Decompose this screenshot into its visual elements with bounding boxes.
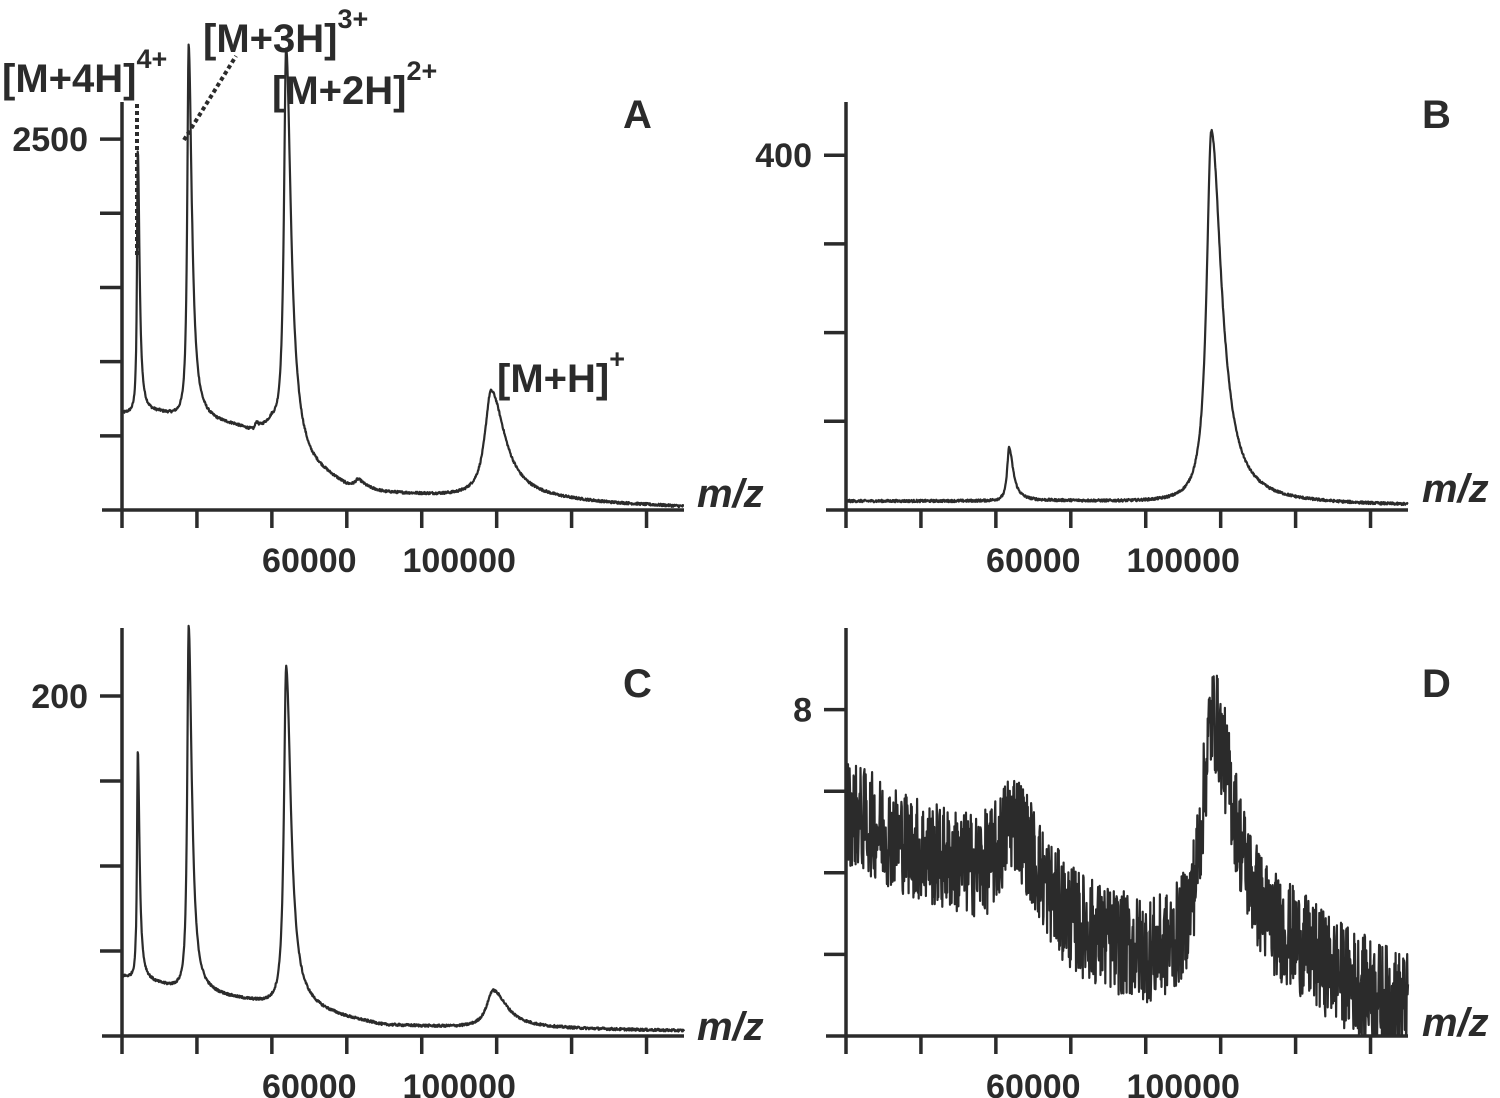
x-tick-label: 100000 — [402, 542, 515, 580]
x-axis-unit: m/z — [697, 1005, 764, 1049]
x-tick-label: 60000 — [262, 542, 357, 580]
panel-label: B — [1422, 93, 1451, 137]
x-tick-label: 100000 — [402, 1068, 515, 1098]
x-tick-label: 100000 — [1126, 542, 1239, 580]
ion-annotation: [M+2H]2+ — [272, 56, 437, 113]
panel-label: A — [623, 93, 652, 137]
spectrum-trace-b — [844, 128, 1409, 507]
x-tick-label: 60000 — [986, 1068, 1081, 1098]
ion-annotation: [M+3H]3+ — [203, 4, 368, 61]
x-axis-unit: m/z — [697, 472, 764, 516]
y-tick-label: 2500 — [12, 121, 88, 159]
x-tick-label: 60000 — [986, 542, 1081, 580]
ion-annotation: [M+H]+ — [497, 344, 625, 401]
panel-b: 60000 100000 400 Bm/z — [755, 93, 1488, 580]
spectrum-trace-c — [121, 624, 686, 1033]
x-axis-unit: m/z — [1422, 1001, 1489, 1045]
y-tick-label: 200 — [31, 678, 88, 716]
y-tick-label: 400 — [755, 137, 812, 175]
spectrum-trace-a — [121, 43, 685, 509]
panel-label: D — [1422, 662, 1451, 706]
panel-label: C — [623, 662, 652, 706]
x-tick-label: 60000 — [262, 1068, 357, 1098]
panel-c: 60000 100000 200 Cm/z — [31, 624, 764, 1098]
spectrum-trace-d — [844, 674, 1410, 1038]
annotation-leader — [182, 54, 238, 142]
panel-d: 60000 100000 8 Dm/z — [793, 628, 1489, 1098]
x-axis-unit: m/z — [1422, 467, 1489, 511]
x-tick-label: 100000 — [1126, 1068, 1239, 1098]
y-tick-label: 8 — [793, 692, 812, 730]
ion-annotation: [M+4H]4+ — [2, 44, 167, 101]
panel-a: 60000 100000 2500 Am/z [M+4H]4+ [M+3H]3+[M+2H… — [2, 4, 764, 580]
